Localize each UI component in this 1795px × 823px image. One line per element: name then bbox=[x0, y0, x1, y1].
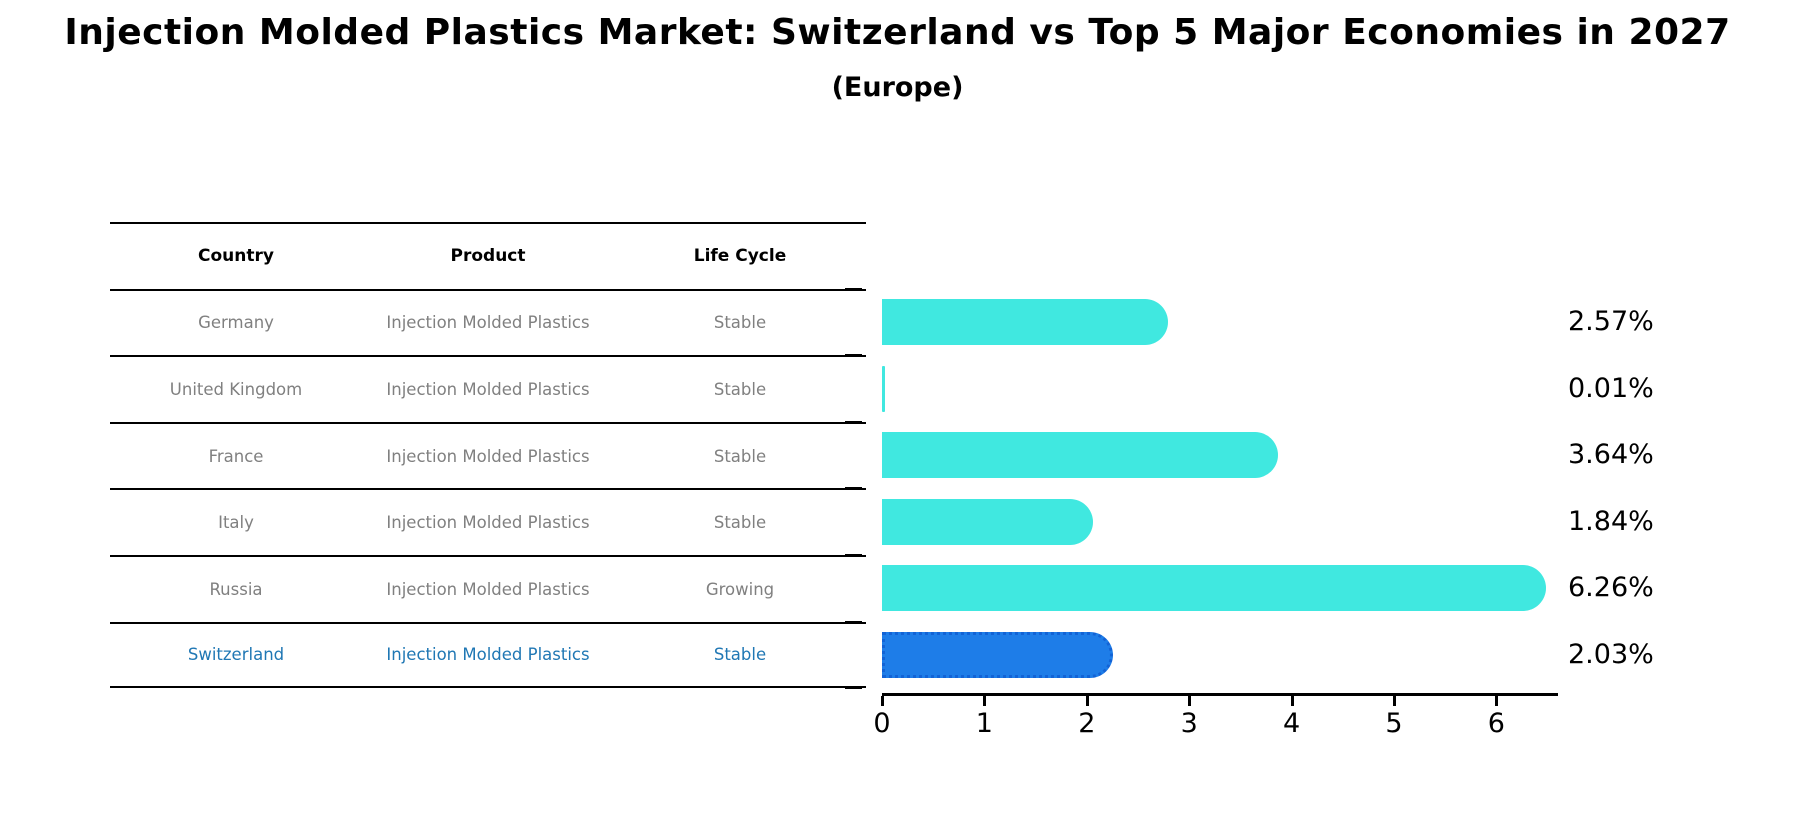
x-axis-tick bbox=[983, 696, 987, 706]
x-axis-tick bbox=[1393, 696, 1396, 706]
y-axis-tick bbox=[845, 620, 862, 623]
chart-subtitle: (Europe) bbox=[831, 72, 964, 103]
x-axis-tick bbox=[1188, 696, 1192, 706]
table-row: Italy Injection Molded Plastics Stable bbox=[110, 488, 866, 555]
row-country: Italy bbox=[218, 513, 254, 533]
bar bbox=[882, 432, 1278, 479]
bar-value-label: 6.26% bbox=[1568, 572, 1654, 604]
table-row: Russia Injection Molded Plastics Growing bbox=[110, 554, 866, 622]
x-axis-tick bbox=[1290, 696, 1294, 706]
y-axis-tick bbox=[845, 487, 862, 490]
bar bbox=[882, 365, 885, 412]
row-country: France bbox=[208, 446, 264, 466]
bar-value-label: 3.64% bbox=[1568, 439, 1654, 471]
x-axis-tick bbox=[1495, 696, 1499, 706]
column-header-product: Product bbox=[450, 246, 526, 267]
y-axis-tick bbox=[845, 287, 862, 290]
row-lifecycle: Stable bbox=[713, 513, 767, 533]
bar-value-label: 2.57% bbox=[1568, 305, 1654, 337]
y-axis-tick bbox=[845, 420, 862, 423]
table-row: France Injection Molded Plastics Stable bbox=[110, 421, 866, 489]
y-axis-tick bbox=[845, 687, 862, 690]
row-lifecycle: Stable bbox=[713, 446, 767, 466]
row-product: Injection Molded Plastics bbox=[386, 579, 590, 599]
x-axis-tick-label: 6 bbox=[1487, 708, 1505, 739]
row-lifecycle: Growing bbox=[705, 579, 775, 599]
x-axis-tick-label: 3 bbox=[1180, 708, 1198, 739]
column-header-country: Country bbox=[198, 246, 274, 267]
x-axis-tick-label: 0 bbox=[873, 708, 891, 739]
row-country: United Kingdom bbox=[169, 379, 303, 399]
table-row: Germany Injection Molded Plastics Stable bbox=[110, 288, 866, 356]
row-lifecycle: Stable bbox=[713, 313, 767, 333]
row-product: Injection Molded Plastics bbox=[386, 645, 590, 665]
column-header-lifecycle: Life Cycle bbox=[693, 246, 787, 267]
bar-value-label: 1.84% bbox=[1568, 505, 1654, 537]
x-axis-tick-label: 1 bbox=[975, 708, 993, 739]
x-axis-line bbox=[882, 693, 1558, 696]
row-lifecycle: Stable bbox=[713, 379, 767, 399]
bar-highlighted bbox=[882, 631, 1113, 678]
x-axis-tick bbox=[881, 696, 884, 706]
bar-value-label: 0.01% bbox=[1568, 372, 1654, 404]
x-axis-tick-label: 4 bbox=[1283, 708, 1301, 739]
bar bbox=[882, 565, 1547, 612]
row-product: Injection Molded Plastics bbox=[386, 446, 590, 466]
chart-title: Injection Molded Plastics Market: Switze… bbox=[64, 12, 1731, 53]
data-table: Country Product Life Cycle Germany Inject… bbox=[110, 222, 866, 689]
row-lifecycle: Stable bbox=[713, 645, 767, 665]
table-row: United Kingdom Injection Molded Plastics S… bbox=[110, 355, 866, 422]
row-country: Germany bbox=[198, 313, 274, 333]
row-product: Injection Molded Plastics bbox=[386, 379, 590, 399]
bar bbox=[882, 298, 1169, 345]
x-axis-tick-label: 2 bbox=[1078, 708, 1096, 739]
row-product: Injection Molded Plastics bbox=[386, 513, 590, 533]
table-row: Switzerland Injection Molded Plastics Stab… bbox=[110, 621, 866, 689]
table-header-row: Country Product Life Cycle bbox=[110, 222, 866, 289]
bar bbox=[882, 498, 1094, 545]
x-axis-tick bbox=[1085, 696, 1089, 706]
row-country: Switzerland bbox=[187, 645, 285, 665]
row-product: Injection Molded Plastics bbox=[386, 313, 590, 333]
y-axis-tick bbox=[845, 354, 862, 357]
row-country: Russia bbox=[209, 579, 263, 599]
x-axis-tick-label: 5 bbox=[1385, 708, 1403, 739]
y-axis-tick bbox=[845, 554, 862, 556]
bar-value-label: 2.03% bbox=[1568, 638, 1654, 670]
